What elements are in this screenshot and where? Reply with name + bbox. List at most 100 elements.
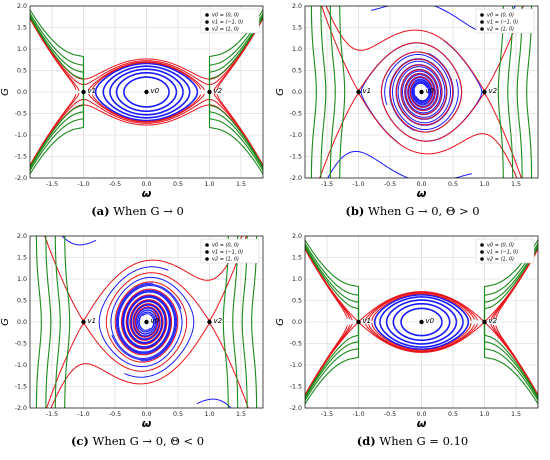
legend-entry: v2 = (1, 0) <box>212 27 239 33</box>
y-tick-label: -0.5 <box>290 111 302 118</box>
spiral-trajectory <box>392 60 459 130</box>
y-tick-label: -2.0 <box>290 405 302 412</box>
separatrix-curve <box>83 236 243 321</box>
separatrix-curve <box>30 16 263 86</box>
x-tick-label: -0.5 <box>384 181 396 188</box>
y-tick-label: 1.5 <box>17 255 27 262</box>
x-tick-label: 1.0 <box>204 181 214 188</box>
outer-trajectory <box>305 239 360 405</box>
y-tick-label: 1.5 <box>17 25 27 32</box>
spiral-trajectory <box>196 398 232 408</box>
spiral-trajectory <box>121 289 178 362</box>
separatrix-curve <box>380 51 485 142</box>
y-tick-label: -0.5 <box>15 111 27 118</box>
y-axis-label: G <box>275 318 286 326</box>
y-axis-label: G <box>0 318 11 326</box>
equilibrium-point <box>356 319 361 325</box>
caption-tag: (d) <box>356 434 376 448</box>
outer-trajectory <box>329 6 336 178</box>
x-tick-label: -1.0 <box>352 181 364 188</box>
separatrix-curve <box>368 292 475 320</box>
y-tick-label: 2.0 <box>17 233 27 240</box>
plot-frame <box>29 5 264 179</box>
outer-trajectory <box>30 15 85 169</box>
separatrix-curve <box>358 42 463 133</box>
panel-c: -1.5 -1.0 -0.5 0.0 0.5 1.0 1.5 -2.0 -1.5 -1.0 -0.5… <box>0 230 275 460</box>
legend-entry: v0 = (0, 0) <box>212 243 239 249</box>
separatrix-curve <box>88 93 205 123</box>
y-tick-label: 0.5 <box>17 298 27 305</box>
closed-orbit <box>379 296 464 348</box>
caption-b: (b) When G → 0, Θ > 0 <box>275 204 550 218</box>
x-tick-label: 1.0 <box>479 181 489 188</box>
separatrix-curve <box>91 94 202 122</box>
equilibrium-point <box>207 89 212 95</box>
equilibrium-point <box>482 89 487 95</box>
x-tick-label: 0.5 <box>448 411 458 418</box>
separatrix-curve <box>44 236 84 321</box>
x-tick-label: -1.5 <box>46 181 58 188</box>
outer-trajectory <box>310 6 317 178</box>
y-tick-label: 0.0 <box>292 89 302 96</box>
closed-orbit <box>102 65 191 119</box>
closed-orbit <box>373 294 470 350</box>
separatrix-curve <box>368 324 475 352</box>
equilibrium-point <box>144 319 149 325</box>
x-axis-label: ω <box>417 187 427 200</box>
y-axis-label: G <box>0 88 11 96</box>
separatrix-curve <box>209 323 249 408</box>
y-tick-label: 0.0 <box>292 319 302 326</box>
y-tick-label: 0.0 <box>17 319 27 326</box>
x-tick-label: -1.5 <box>321 411 333 418</box>
separatrix-curve <box>91 62 202 90</box>
legend-marker <box>205 27 209 31</box>
y-tick-label: -1.5 <box>290 384 302 391</box>
x-tick-label: 1.0 <box>479 411 489 418</box>
equilibrium-label: v2 <box>213 317 222 325</box>
y-tick-label: -1.0 <box>15 132 27 139</box>
caption-c: (c) When G → 0, Θ < 0 <box>0 434 275 448</box>
legend-marker <box>205 250 209 254</box>
y-tick-label: -1.0 <box>15 362 27 369</box>
spiral-trajectory <box>61 236 97 246</box>
legend: v0 = (0, 0)v1 = (−1, 0)v2 = (1, 0) <box>200 238 260 264</box>
y-tick-label: 0.5 <box>292 298 302 305</box>
y-tick-label: -2.0 <box>15 405 27 412</box>
separatrix-curve <box>371 322 472 351</box>
x-tick-label: 0.0 <box>141 411 151 418</box>
y-tick-label: 1.0 <box>17 276 27 283</box>
phase-portrait-b: -1.5 -1.0 -0.5 0.0 0.5 1.0 1.5 -2.0 -1.5 -1.0 -0.5… <box>275 3 539 200</box>
equilibrium-label: v2 <box>213 87 222 95</box>
separatrix-curve <box>50 323 210 408</box>
x-tick-label: -0.5 <box>384 411 396 418</box>
plot-frame <box>304 235 539 409</box>
legend-marker <box>205 20 209 24</box>
legend-marker <box>480 13 484 17</box>
panel-d: -1.5 -1.0 -0.5 0.0 0.5 1.0 1.5 -2.0 -1.5 -1.0 -0.5… <box>275 230 550 460</box>
equilibrium-point <box>81 89 86 95</box>
y-tick-label: -0.5 <box>15 341 27 348</box>
y-tick-label: -0.5 <box>290 341 302 348</box>
caption-text: When G → 0, Θ < 0 <box>92 434 205 448</box>
legend-marker <box>480 27 484 31</box>
y-tick-label: 2.0 <box>292 3 302 10</box>
outer-trajectory <box>35 236 42 408</box>
legend-entry: v0 = (0, 0) <box>487 243 514 249</box>
legend-marker <box>205 243 209 247</box>
equilibrium-label: v1 <box>88 317 97 325</box>
equilibrium-point <box>419 89 424 95</box>
panel-b: -1.5 -1.0 -0.5 0.0 0.5 1.0 1.5 -2.0 -1.5 -1.0 -0.5… <box>275 0 550 230</box>
legend: v0 = (0, 0)v1 = (−1, 0)v2 = (1, 0) <box>200 8 260 34</box>
legend-entry: v0 = (0, 0) <box>212 13 239 19</box>
equilibrium-point <box>81 319 86 325</box>
equilibrium-point <box>419 319 424 325</box>
x-tick-label: 1.5 <box>236 411 246 418</box>
caption-text: When G → 0 <box>113 204 184 218</box>
separatrix-curve <box>305 247 538 323</box>
closed-orbit <box>392 303 451 341</box>
equilibrium-label: v0 <box>426 317 435 325</box>
caption-tag: (a) <box>91 204 110 218</box>
legend-entry: v2 = (1, 0) <box>487 27 514 33</box>
x-tick-label: 0.0 <box>416 411 426 418</box>
y-tick-label: -1.5 <box>290 154 302 161</box>
